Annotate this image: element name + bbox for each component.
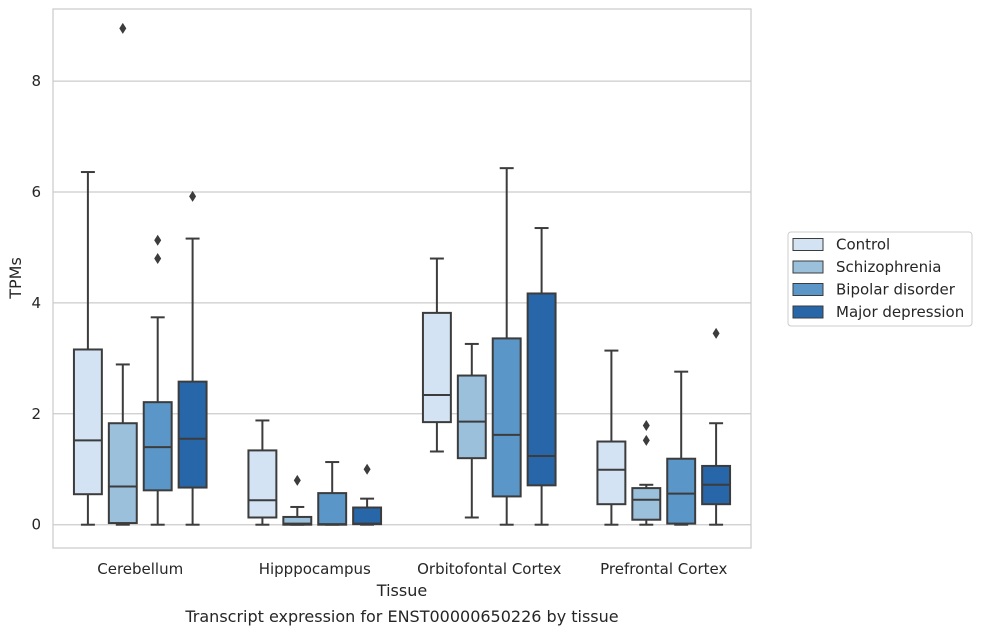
box-control bbox=[72, 171, 103, 526]
box-body bbox=[491, 337, 522, 498]
box-control bbox=[596, 349, 627, 526]
x-axis: Cerebellum Hipppocampus Orbitofontal Corte… bbox=[97, 560, 727, 578]
box-schizophrenia bbox=[282, 474, 313, 526]
outlier-point bbox=[293, 474, 301, 486]
box-body bbox=[177, 380, 208, 489]
box-body bbox=[282, 515, 313, 526]
legend-frame bbox=[787, 231, 973, 327]
outlier-point bbox=[154, 234, 162, 246]
outlier-point bbox=[363, 463, 371, 475]
box-body bbox=[317, 492, 348, 526]
outlier-point bbox=[154, 253, 162, 265]
box-body bbox=[247, 449, 278, 519]
legend-swatch bbox=[792, 260, 824, 274]
box-body bbox=[107, 422, 138, 525]
x-tick-label: Prefrontal Cortex bbox=[600, 560, 727, 578]
box-body bbox=[596, 440, 627, 506]
box-schizophrenia bbox=[107, 22, 138, 526]
legend-label: Bipolar disorder bbox=[836, 281, 956, 299]
box-body bbox=[526, 292, 557, 487]
box-major-depression bbox=[177, 190, 208, 526]
box-major-depression bbox=[526, 227, 557, 526]
box-bipolar-disorder bbox=[317, 461, 348, 526]
legend-label: Control bbox=[836, 236, 890, 254]
box-control bbox=[247, 419, 278, 526]
y-tick-label: 6 bbox=[31, 183, 41, 201]
y-tick-label: 0 bbox=[31, 516, 41, 534]
outlier-point bbox=[189, 190, 197, 202]
x-tick-label: Cerebellum bbox=[97, 560, 183, 578]
box-control bbox=[421, 257, 452, 453]
outlier-point bbox=[712, 327, 720, 339]
legend-swatch bbox=[792, 283, 824, 296]
box-bipolar-disorder bbox=[666, 370, 697, 526]
x-tick-label: Orbitofontal Cortex bbox=[417, 560, 561, 578]
legend-swatch bbox=[792, 305, 824, 319]
outlier-point bbox=[642, 419, 650, 431]
box-bipolar-disorder bbox=[491, 167, 522, 526]
box-body bbox=[352, 506, 383, 526]
y-axis-label: TPMs bbox=[6, 257, 25, 300]
box-body bbox=[72, 348, 103, 496]
chart-caption: Transcript expression for ENST0000065022… bbox=[184, 607, 618, 626]
legend: Control Schizophrenia Bipolar disorder Majo… bbox=[787, 231, 973, 327]
y-tick-label: 8 bbox=[31, 72, 41, 90]
box-body bbox=[421, 311, 452, 424]
outlier-point bbox=[119, 22, 127, 34]
y-tick-label: 4 bbox=[31, 294, 41, 312]
plot-frame bbox=[52, 8, 752, 549]
legend-swatch bbox=[792, 238, 824, 251]
x-axis-label: Tissue bbox=[376, 581, 427, 600]
box-body bbox=[456, 374, 487, 460]
x-tick-label: Hipppocampus bbox=[259, 560, 371, 578]
legend-label: Major depression bbox=[836, 303, 964, 321]
legend-label: Schizophrenia bbox=[836, 258, 941, 276]
box-schizophrenia bbox=[631, 419, 662, 526]
y-axis: 0 2 4 6 8 bbox=[31, 72, 41, 534]
box-body bbox=[631, 487, 662, 521]
box-body bbox=[666, 457, 697, 525]
y-tick-label: 2 bbox=[31, 405, 41, 423]
outlier-point bbox=[642, 434, 650, 446]
boxes-layer bbox=[72, 22, 732, 526]
box-bipolar-disorder bbox=[142, 234, 173, 526]
box-major-depression bbox=[352, 463, 383, 526]
box-major-depression bbox=[701, 327, 732, 526]
box-schizophrenia bbox=[456, 342, 487, 519]
